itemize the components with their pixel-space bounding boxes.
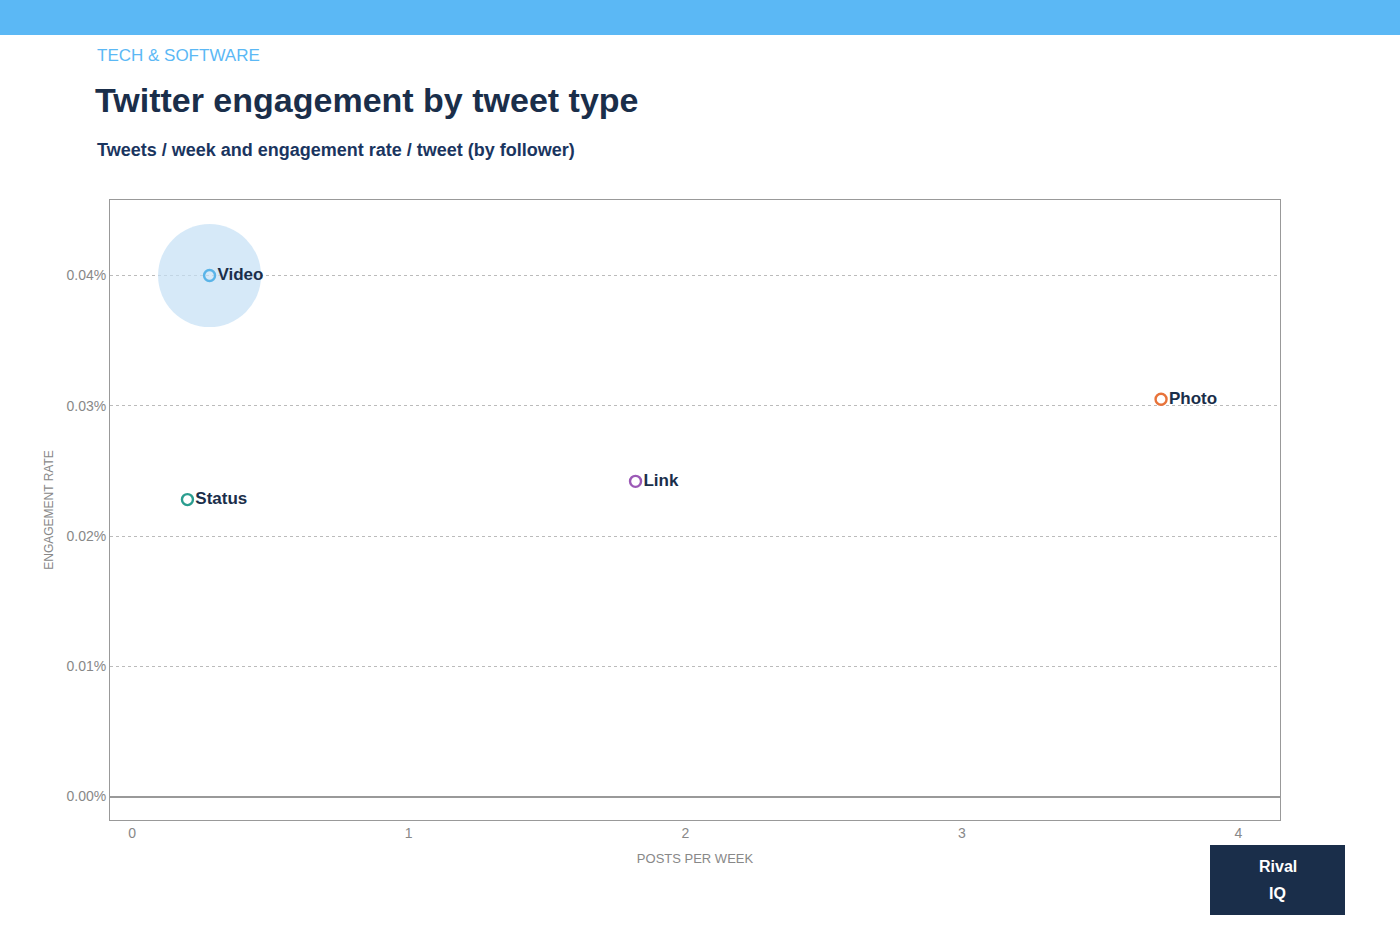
svg-text:1: 1 bbox=[405, 825, 413, 841]
svg-text:Video: Video bbox=[217, 265, 263, 284]
svg-text:Status: Status bbox=[195, 489, 247, 508]
svg-text:0.01%: 0.01% bbox=[66, 658, 106, 674]
svg-text:0.00%: 0.00% bbox=[66, 788, 106, 804]
svg-text:2: 2 bbox=[681, 825, 689, 841]
svg-text:0.04%: 0.04% bbox=[66, 267, 106, 283]
svg-text:Photo: Photo bbox=[1169, 389, 1217, 408]
svg-text:Link: Link bbox=[643, 471, 678, 490]
svg-text:4: 4 bbox=[1235, 825, 1243, 841]
svg-text:Rival: Rival bbox=[1259, 858, 1297, 875]
svg-text:TECH & SOFTWARE: TECH & SOFTWARE bbox=[97, 46, 260, 65]
svg-text:Twitter engagement by tweet ty: Twitter engagement by tweet type bbox=[95, 81, 638, 119]
svg-text:Tweets / week and engagement r: Tweets / week and engagement rate / twee… bbox=[97, 140, 575, 160]
svg-text:0: 0 bbox=[128, 825, 136, 841]
svg-text:POSTS PER WEEK: POSTS PER WEEK bbox=[637, 851, 754, 866]
svg-text:ENGAGEMENT RATE: ENGAGEMENT RATE bbox=[42, 450, 56, 570]
svg-text:0.02%: 0.02% bbox=[66, 528, 106, 544]
svg-text:3: 3 bbox=[958, 825, 966, 841]
svg-text:IQ: IQ bbox=[1269, 885, 1286, 902]
svg-text:0.03%: 0.03% bbox=[66, 398, 106, 414]
